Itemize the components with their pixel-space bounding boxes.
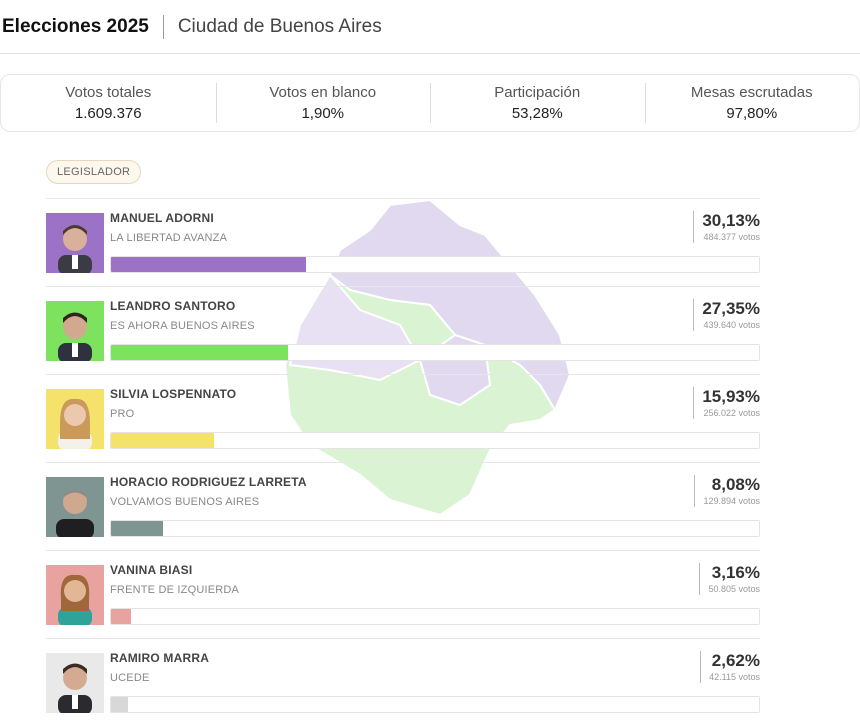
page-title: Elecciones 2025: [2, 15, 149, 37]
stat-participation: Participación 53,28%: [430, 75, 645, 131]
page-subtitle: Ciudad de Buenos Aires: [177, 15, 382, 37]
candidate-party: LA LIBERTAD AVANZA: [110, 232, 228, 244]
candidate-photo: [46, 213, 104, 273]
vote-count: 256.022 votos: [703, 408, 760, 418]
vote-percentage: 8,08%: [711, 475, 760, 494]
candidate-row[interactable]: HORACIO RODRIGUEZ LARRETA VOLVAMOS BUENO…: [46, 462, 760, 550]
candidate-row[interactable]: RAMIRO MARRA UCEDE 2,62% 42.115 votos: [46, 638, 760, 726]
stat-value: 1,90%: [301, 105, 345, 122]
candidate-name: LEANDRO SANTORO: [110, 299, 236, 313]
candidate-photo: [46, 565, 104, 625]
candidate-party: PRO: [110, 408, 135, 420]
candidate-row[interactable]: MANUEL ADORNI LA LIBERTAD AVANZA 30,13% …: [46, 198, 760, 286]
page-header: Elecciones 2025 Ciudad de Buenos Aires: [0, 0, 860, 54]
candidate-party: UCEDE: [110, 672, 150, 684]
stat-label: Mesas escrutadas: [690, 84, 813, 101]
candidate-name: HORACIO RODRIGUEZ LARRETA: [110, 475, 307, 489]
vote-percentage: 3,16%: [711, 563, 760, 582]
stat-value: 53,28%: [511, 105, 563, 122]
result-box: 15,93% 256.022 votos: [693, 387, 760, 419]
stat-label: Participación: [494, 84, 581, 101]
vote-bar: [111, 521, 164, 536]
candidate-photo: [46, 389, 104, 449]
vote-percentage: 2,62%: [711, 651, 760, 670]
vote-percentage: 27,35%: [702, 299, 760, 318]
vote-bar: [111, 433, 215, 448]
title-separator: [162, 14, 164, 39]
stat-value: 1.609.376: [74, 105, 142, 122]
vote-bar: [111, 257, 307, 272]
category-badge[interactable]: LEGISLADOR: [46, 160, 142, 184]
candidate-name: SILVIA LOSPENNATO: [110, 387, 237, 401]
stat-blank-votes: Votos en blanco 1,90%: [215, 75, 431, 131]
candidate-list: MANUEL ADORNI LA LIBERTAD AVANZA 30,13% …: [46, 198, 760, 726]
result-box: 8,08% 129.894 votos: [694, 475, 760, 507]
vote-count: 42.115 votos: [709, 672, 760, 682]
vote-bar-track: [110, 256, 760, 273]
candidate-name: VANINA BIASI: [110, 563, 193, 577]
vote-bar-track: [110, 344, 760, 361]
candidate-name: MANUEL ADORNI: [110, 211, 214, 225]
vote-count: 129.894 votos: [703, 496, 760, 506]
stats-panel: Votos totales 1.609.376 Votos en blanco …: [0, 74, 860, 132]
candidate-photo: [46, 301, 104, 361]
vote-bar: [111, 697, 128, 712]
vote-bar-track: [110, 520, 760, 537]
vote-percentage: 30,13%: [702, 211, 760, 230]
stat-label: Votos totales: [65, 84, 152, 101]
candidate-row[interactable]: VANINA BIASI FRENTE DE IZQUIERDA 3,16% 5…: [46, 550, 760, 638]
vote-bar: [111, 345, 289, 360]
vote-bar-track: [110, 696, 760, 713]
candidate-party: FRENTE DE IZQUIERDA: [110, 584, 240, 596]
candidate-row[interactable]: SILVIA LOSPENNATO PRO 15,93% 256.022 vot…: [46, 374, 760, 462]
candidate-party: ES AHORA BUENOS AIRES: [110, 320, 255, 332]
vote-bar-track: [110, 432, 760, 449]
vote-bar: [111, 609, 132, 624]
vote-bar-track: [110, 608, 760, 625]
vote-count: 50.805 votos: [708, 584, 760, 594]
vote-count: 439.640 votos: [703, 320, 760, 330]
result-box: 2,62% 42.115 votos: [700, 651, 760, 683]
stat-label: Votos en blanco: [269, 84, 377, 101]
candidate-photo: [46, 477, 104, 537]
candidate-name: RAMIRO MARRA: [110, 651, 210, 665]
vote-count: 484.377 votos: [703, 232, 760, 242]
candidate-party: VOLVAMOS BUENOS AIRES: [110, 496, 260, 508]
result-box: 3,16% 50.805 votos: [699, 563, 760, 595]
vote-percentage: 15,93%: [702, 387, 760, 406]
stat-tables-counted: Mesas escrutadas 97,80%: [644, 75, 860, 131]
candidate-row[interactable]: LEANDRO SANTORO ES AHORA BUENOS AIRES 27…: [46, 286, 760, 374]
stat-total-votes: Votos totales 1.609.376: [1, 75, 216, 131]
candidate-photo: [46, 653, 104, 713]
stat-value: 97,80%: [726, 105, 778, 122]
result-box: 27,35% 439.640 votos: [693, 299, 760, 331]
result-box: 30,13% 484.377 votos: [693, 211, 760, 243]
